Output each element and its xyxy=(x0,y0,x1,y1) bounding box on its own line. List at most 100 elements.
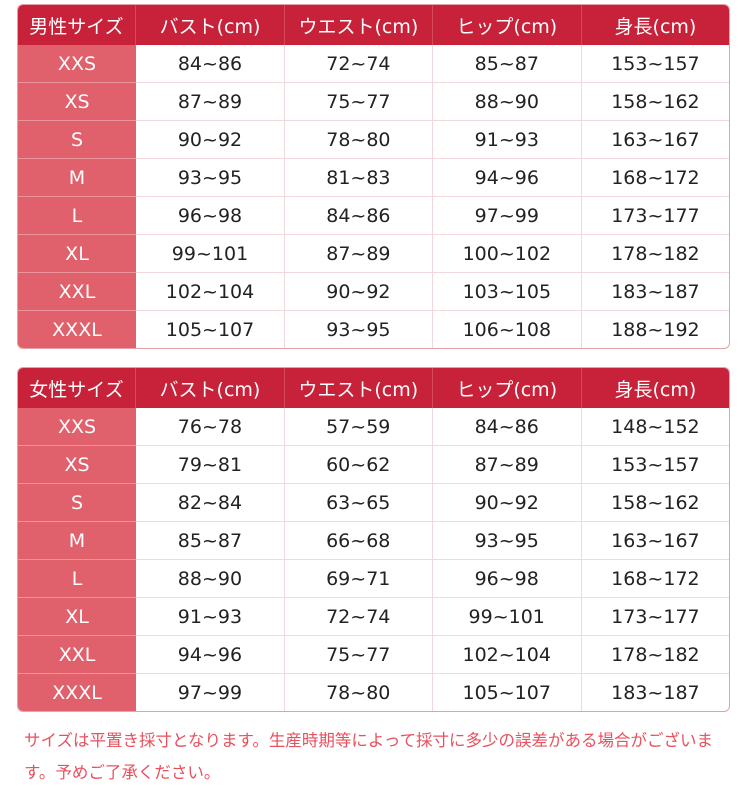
header-row: 女性サイズ バスト(cm) ウエスト(cm) ヒップ(cm) 身長(cm) xyxy=(18,368,729,408)
table-cell: 66~68 xyxy=(284,522,433,560)
table-cell: 100~102 xyxy=(432,235,582,273)
table-cell: 168~172 xyxy=(581,159,729,197)
column-header: 女性サイズ xyxy=(18,368,137,408)
size-label: XL xyxy=(18,235,136,273)
table-cell: 158~162 xyxy=(581,484,729,522)
table-cell: 105~107 xyxy=(136,311,286,348)
table-cell: 90~92 xyxy=(135,121,286,159)
table-cell: 82~84 xyxy=(136,484,285,522)
table-cell: 84~86 xyxy=(135,45,286,83)
table-row: XXS 84~86 72~74 85~87 153~157 xyxy=(18,45,729,83)
table-cell: 183~187 xyxy=(611,681,700,704)
table-cell: 153~157 xyxy=(581,446,729,484)
table-cell: 102~104 xyxy=(135,273,286,311)
table-row: XXS 76~78 57~59 84~86 148~152 xyxy=(18,408,729,446)
size-label: XS xyxy=(18,446,137,484)
table-row: M 93~95 81~83 94~96 168~172 xyxy=(18,159,729,197)
table-cell: 75~77 xyxy=(285,83,433,121)
table-cell: 168~172 xyxy=(581,560,729,598)
size-note: サイズは平置き採寸となります。生産時期等によって採寸に多少の誤差がある場合がござ… xyxy=(24,731,714,782)
size-label: XXS xyxy=(18,45,136,83)
table-cell: 87~89 xyxy=(285,235,433,273)
size-label: XXXL xyxy=(18,674,137,711)
table-cell: 96~98 xyxy=(432,560,582,598)
table-cell: 188~192 xyxy=(611,318,700,341)
size-label: XXL xyxy=(18,273,136,311)
table-row: XL 99~101 87~89 100~102 178~182 xyxy=(18,235,729,273)
column-header: バスト(cm) xyxy=(135,5,286,45)
table-cell: 106~108 xyxy=(433,311,582,348)
size-label: XXL xyxy=(18,636,137,674)
table-cell: 91~93 xyxy=(136,598,285,636)
size-label: XXXL xyxy=(18,311,136,348)
table-cell: 90~92 xyxy=(285,273,433,311)
size-label: L xyxy=(18,197,136,235)
table-cell: 94~96 xyxy=(136,636,285,674)
table-cell: 158~162 xyxy=(581,83,729,121)
column-header: 男性サイズ xyxy=(18,5,136,45)
table-cell: 88~90 xyxy=(432,83,582,121)
size-label: M xyxy=(18,159,136,197)
table-row: S 90~92 78~80 91~93 163~167 xyxy=(18,121,729,159)
table-cell: 93~95 xyxy=(135,159,286,197)
column-header: ヒップ(cm) xyxy=(432,368,582,408)
column-header: ウエスト(cm) xyxy=(284,368,433,408)
table-cell: 94~96 xyxy=(432,159,582,197)
column-header: 身長(cm) xyxy=(581,5,729,45)
column-header: ウエスト(cm) xyxy=(285,5,433,45)
table-cell: 87~89 xyxy=(432,446,582,484)
table-cell: 93~95 xyxy=(285,311,433,348)
table-row: XXL 94~96 75~77 102~104 178~182 xyxy=(18,636,729,674)
table-cell: 173~177 xyxy=(581,598,729,636)
table-cell: 90~92 xyxy=(432,484,582,522)
table-cell: 183~187 xyxy=(581,273,729,311)
table-row: XL 91~93 72~74 99~101 173~177 xyxy=(18,598,729,636)
table-cell: 148~152 xyxy=(581,408,729,446)
table-cell: 72~74 xyxy=(285,45,433,83)
men-size-table: 男性サイズ バスト(cm) ウエスト(cm) ヒップ(cm) 身長(cm) XXS 84~8… xyxy=(17,4,730,349)
size-label: XXS xyxy=(18,408,137,446)
size-label: S xyxy=(18,121,136,159)
table-cell: 75~77 xyxy=(284,636,433,674)
table-row: XXXL 105~107 93~95 106~108 188~192 xyxy=(18,311,729,348)
table-cell: 76~78 xyxy=(136,408,285,446)
table-cell: 178~182 xyxy=(581,235,729,273)
table-cell: 173~177 xyxy=(581,197,729,235)
table-cell: 57~59 xyxy=(284,408,433,446)
table-cell: 72~74 xyxy=(284,598,433,636)
table-row: L 88~90 69~71 96~98 168~172 xyxy=(18,560,729,598)
table-cell: 85~87 xyxy=(432,45,582,83)
table-cell: 99~101 xyxy=(135,235,286,273)
size-label: S xyxy=(18,484,137,522)
table-row: S 82~84 63~65 90~92 158~162 xyxy=(18,484,729,522)
table-cell: 69~71 xyxy=(284,560,433,598)
table-cell: 97~99 xyxy=(432,197,582,235)
table-row: XS 79~81 60~62 87~89 153~157 xyxy=(18,446,729,484)
table-cell: 91~93 xyxy=(432,121,582,159)
table-row: XS 87~89 75~77 88~90 158~162 xyxy=(18,83,729,121)
header-row: 男性サイズ バスト(cm) ウエスト(cm) ヒップ(cm) 身長(cm) xyxy=(18,5,729,45)
table-cell: 84~86 xyxy=(285,197,433,235)
column-header: バスト(cm) xyxy=(136,368,285,408)
table-cell: 81~83 xyxy=(285,159,433,197)
women-size-table: 女性サイズ バスト(cm) ウエスト(cm) ヒップ(cm) 身長(cm) XXS 76~7… xyxy=(17,367,730,712)
size-label: M xyxy=(18,522,137,560)
size-label: XL xyxy=(18,598,137,636)
table-cell: 105~107 xyxy=(433,674,582,711)
size-label: XS xyxy=(18,83,136,121)
table-row: XXXL 97~99 78~80 105~107 183~187 xyxy=(18,674,729,711)
table-cell: 87~89 xyxy=(135,83,286,121)
table-cell: 163~167 xyxy=(581,121,729,159)
table-row: L 96~98 84~86 97~99 173~177 xyxy=(18,197,729,235)
table-cell: 78~80 xyxy=(285,674,433,711)
table-cell: 96~98 xyxy=(135,197,286,235)
table-cell: 85~87 xyxy=(136,522,285,560)
table-cell: 84~86 xyxy=(432,408,582,446)
table-cell: 93~95 xyxy=(432,522,582,560)
column-header: 身長(cm) xyxy=(581,368,729,408)
table-cell: 103~105 xyxy=(432,273,582,311)
table-cell: 102~104 xyxy=(432,636,582,674)
column-header: ヒップ(cm) xyxy=(432,5,582,45)
table-row: XXL 102~104 90~92 103~105 183~187 xyxy=(18,273,729,311)
table-cell: 97~99 xyxy=(136,674,285,711)
